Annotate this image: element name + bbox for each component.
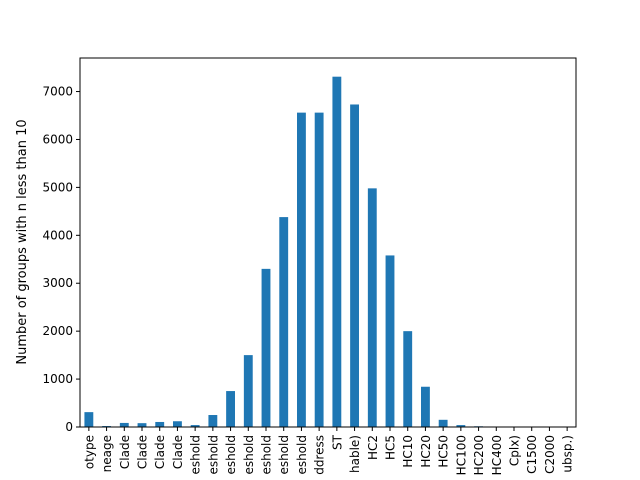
x-axis: otype neage Clade Clade Clade Clade eshold esho…	[82, 427, 575, 475]
plot-frame	[79, 57, 577, 428]
y-axis-label: Number of groups with n less than 10	[15, 119, 30, 364]
bar	[438, 419, 448, 427]
y-tick-label: 4000	[42, 228, 73, 242]
y-tick-label: 5000	[42, 180, 73, 194]
x-tick-label: eshold	[295, 435, 309, 475]
x-tick-label: neage	[100, 435, 114, 472]
x-tick-label: hable)	[348, 435, 362, 473]
x-tick-label: eshold	[277, 435, 291, 475]
x-tick-label: HC10	[401, 435, 415, 468]
bar	[314, 112, 324, 427]
bar	[226, 391, 235, 427]
x-tick-label: HC20	[419, 435, 433, 468]
bar	[421, 386, 430, 427]
bar	[119, 422, 129, 427]
bar	[137, 423, 147, 427]
x-tick-label: ddress	[313, 435, 327, 475]
x-tick-label: HC5	[384, 435, 398, 460]
x-tick-label: C2000	[543, 435, 557, 474]
bar	[385, 255, 395, 427]
x-tick-label: Cplx)	[508, 435, 522, 466]
bar	[332, 76, 342, 427]
bar	[84, 412, 94, 427]
x-tick-label: eshold	[224, 435, 238, 475]
y-tick-label: 6000	[42, 132, 73, 146]
x-tick-label: Clade	[136, 435, 150, 469]
x-tick-label: HC50	[437, 435, 451, 468]
bar	[261, 268, 271, 427]
y-tick-label: 3000	[42, 276, 73, 290]
bar	[190, 425, 200, 427]
x-tick-label: ST	[330, 434, 344, 450]
x-tick-label: eshold	[206, 435, 220, 475]
x-tick-label: Clade	[153, 435, 167, 469]
y-axis: 0 1000 2000 3000 4000 5000 6000 7000	[42, 85, 80, 434]
bar	[208, 415, 218, 427]
x-tick-label: otype	[82, 435, 96, 469]
x-tick-label: Clade	[171, 435, 185, 469]
bar	[173, 421, 182, 427]
bar	[297, 112, 306, 427]
bar	[243, 355, 253, 427]
y-tick-label: 1000	[42, 372, 73, 386]
x-tick-label: eshold	[242, 435, 256, 475]
y-tick-label: 0	[65, 420, 73, 434]
x-tick-label: eshold	[260, 435, 274, 475]
bar	[350, 104, 359, 427]
x-tick-label: C1500	[525, 435, 539, 474]
y-tick-label: 7000	[42, 85, 73, 99]
x-tick-label: HC100	[454, 435, 468, 475]
y-tick-label: 2000	[42, 324, 73, 338]
x-tick-label: HC400	[490, 435, 504, 475]
bar	[403, 331, 413, 427]
x-tick-label: eshold	[189, 435, 203, 475]
bar	[367, 188, 377, 427]
bars-group	[84, 76, 572, 427]
x-tick-label: HC2	[366, 435, 380, 460]
x-tick-label: ubsp.)	[561, 435, 575, 473]
bar	[456, 425, 466, 427]
bar	[155, 421, 165, 427]
bar	[279, 217, 289, 427]
x-tick-label: HC200	[472, 435, 486, 475]
x-tick-label: Clade	[118, 435, 132, 469]
